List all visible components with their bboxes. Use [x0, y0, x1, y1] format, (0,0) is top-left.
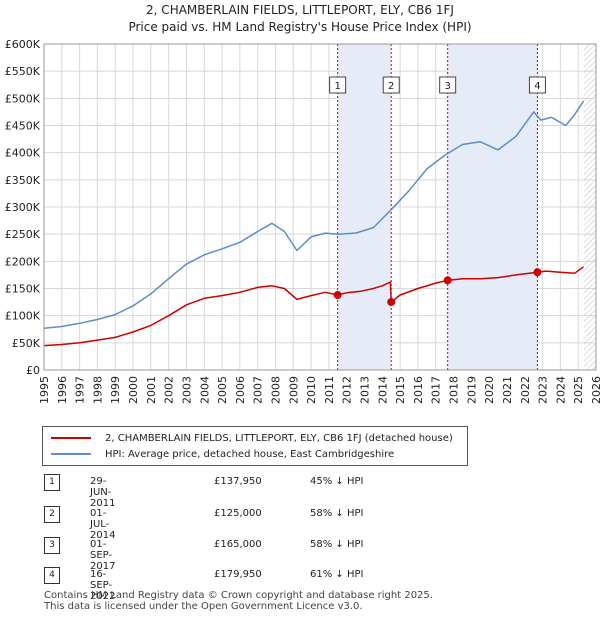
sale-hpi-diff: 58% ↓ HPI: [310, 508, 364, 519]
hatched-region: [583, 44, 596, 370]
y-tick-label: £550K: [5, 65, 41, 78]
x-tick-label: 2006: [234, 376, 247, 404]
y-tick-label: £600K: [5, 38, 41, 51]
sale-price: £137,950: [214, 476, 262, 487]
legend-swatch-property: [51, 437, 91, 439]
sale-point: [387, 298, 396, 307]
y-tick-label: £350K: [5, 174, 41, 187]
chart-subtitle: Price paid vs. HM Land Registry's House …: [128, 20, 472, 34]
x-tick-label: 1996: [56, 376, 69, 404]
series-line-hpi: [43, 100, 585, 329]
x-tick-label: 2001: [145, 376, 158, 404]
x-tick-label: 2014: [376, 376, 389, 404]
sale-label-box: [329, 76, 347, 94]
y-tick-label: £500K: [5, 92, 41, 105]
y-tick-label: £50K: [12, 337, 41, 350]
x-tick-label: 2016: [412, 376, 425, 404]
sale-hpi-diff: 61% ↓ HPI: [310, 569, 364, 580]
sale-label-text: 2: [388, 81, 394, 92]
footer-line-1: Contains HM Land Registry data © Crown c…: [44, 590, 433, 601]
sale-price: £165,000: [214, 539, 262, 550]
footer-attribution: Contains HM Land Registry data © Crown c…: [44, 590, 433, 612]
sale-point: [443, 276, 452, 285]
sale-number-badge: 3: [44, 537, 60, 554]
sale-label-text: 1: [334, 81, 340, 92]
x-tick-label: 2004: [198, 376, 211, 404]
x-tick-label: 2019: [465, 376, 478, 404]
x-tick-label: 2008: [269, 376, 282, 404]
x-tick-label: 2013: [359, 376, 372, 404]
x-tick-label: 2018: [448, 376, 461, 404]
x-tick-label: 2026: [590, 376, 600, 404]
y-tick-label: £300K: [5, 201, 41, 214]
sale-price: £125,000: [214, 508, 262, 519]
x-tick-label: 1999: [109, 376, 122, 404]
sale-point: [333, 291, 342, 300]
y-tick-label: £150K: [5, 283, 41, 296]
y-tick-label: £450K: [5, 120, 41, 133]
sale-label-box: [528, 76, 546, 94]
x-tick-label: 2003: [180, 376, 193, 404]
x-tick-label: 1998: [91, 376, 104, 404]
y-tick-label: £250K: [5, 228, 41, 241]
sale-label-text: 4: [534, 81, 540, 92]
x-tick-label: 2000: [127, 376, 140, 404]
shaded-span: [337, 44, 392, 370]
sale-label-text: 3: [444, 81, 450, 92]
chart-legend: 2, CHAMBERLAIN FIELDS, LITTLEPORT, ELY, …: [42, 426, 468, 466]
x-tick-label: 1995: [38, 376, 51, 404]
x-tick-label: 2020: [483, 376, 496, 404]
x-tick-label: 2021: [501, 376, 514, 404]
x-tick-label: 2007: [252, 376, 265, 404]
y-tick-label: £400K: [5, 147, 41, 160]
sale-label-box: [382, 76, 400, 94]
sale-number-badge: 2: [44, 506, 60, 523]
x-tick-label: 2023: [537, 376, 550, 404]
sale-date: 29-JUN-2011: [90, 476, 116, 509]
sale-number-badge: 4: [44, 567, 60, 584]
x-tick-label: 2017: [430, 376, 443, 404]
series-line-property: [43, 266, 584, 347]
x-tick-label: 2011: [323, 376, 336, 404]
shaded-span: [447, 44, 538, 370]
y-tick-label: £0: [26, 364, 40, 377]
plot-frame: [43, 43, 597, 371]
chart-title: 2, CHAMBERLAIN FIELDS, LITTLEPORT, ELY, …: [146, 3, 454, 17]
sale-date: 16-SEP-2022: [90, 569, 116, 602]
sale-date: 01-JUL-2014: [90, 508, 116, 541]
sale-hpi-diff: 45% ↓ HPI: [310, 476, 364, 487]
legend-item-property: 2, CHAMBERLAIN FIELDS, LITTLEPORT, ELY, …: [51, 430, 453, 446]
x-tick-label: 2012: [341, 376, 354, 404]
footer-line-2: This data is licensed under the Open Gov…: [44, 601, 363, 612]
legend-label-property: 2, CHAMBERLAIN FIELDS, LITTLEPORT, ELY, …: [105, 432, 453, 444]
y-tick-label: £200K: [5, 255, 41, 268]
sale-hpi-diff: 58% ↓ HPI: [310, 539, 364, 550]
legend-item-hpi: HPI: Average price, detached house, East…: [51, 446, 394, 462]
sale-date: 01-SEP-2017: [90, 539, 116, 572]
x-tick-label: 2015: [394, 376, 407, 404]
sale-price: £179,950: [214, 569, 262, 580]
x-tick-label: 2024: [554, 376, 567, 404]
x-tick-label: 2009: [287, 376, 300, 404]
x-tick-label: 2022: [519, 376, 532, 404]
x-tick-label: 2010: [305, 376, 318, 404]
sale-label-box: [439, 76, 457, 94]
x-tick-label: 2005: [216, 376, 229, 404]
price-chart: 1 2 3 4 £0 £50K £100K £150K £200K £250K £300K £350…: [5, 38, 600, 404]
legend-swatch-hpi: [51, 453, 91, 455]
x-tick-label: 2025: [572, 376, 585, 404]
legend-label-hpi: HPI: Average price, detached house, East…: [105, 448, 395, 460]
x-tick-label: 2002: [163, 376, 176, 404]
x-tick-label: 1997: [74, 376, 87, 404]
y-tick-label: £100K: [5, 310, 41, 323]
sale-number-badge: 1: [44, 474, 60, 491]
sale-point: [533, 268, 542, 277]
